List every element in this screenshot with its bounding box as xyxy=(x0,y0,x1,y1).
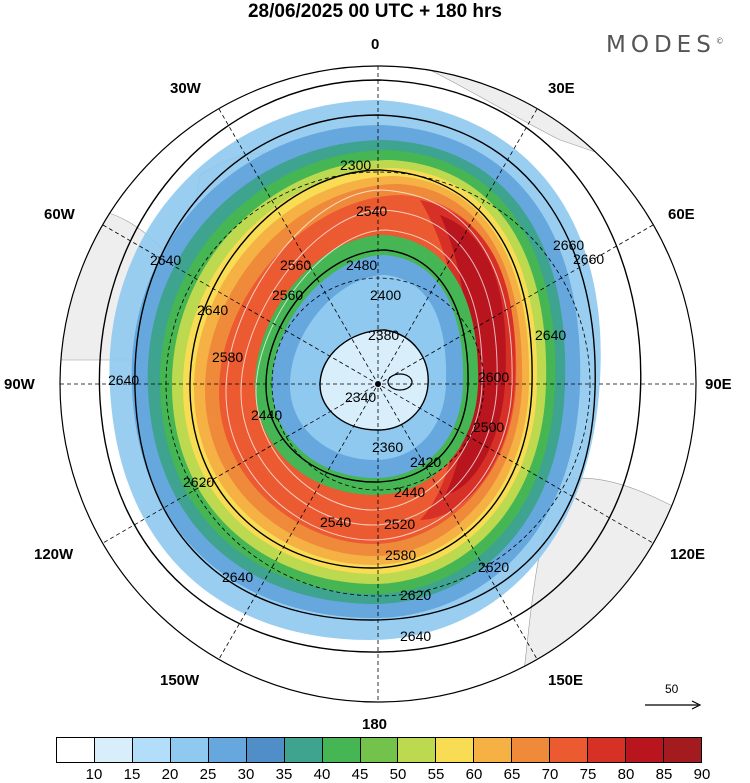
colorbar-tick-label: 30 xyxy=(237,766,255,783)
contour-label: 2300 xyxy=(340,157,371,173)
contour-label: 2580 xyxy=(385,547,416,563)
contour-label: 2540 xyxy=(356,203,387,219)
contour-label: 2540 xyxy=(320,514,351,530)
vector-reference-value: 50 xyxy=(665,682,679,696)
colorbar-tick-label: 85 xyxy=(655,766,673,783)
contour-label: 2440 xyxy=(251,407,282,423)
lon-label-30w: 30W xyxy=(170,80,201,97)
colorbar-swatch xyxy=(360,738,399,762)
colorbar-tick-label: 80 xyxy=(617,766,635,783)
contour-label: 2640 xyxy=(108,372,139,388)
colorbar-tick-label: 50 xyxy=(389,766,407,783)
lon-label-180: 180 xyxy=(362,716,388,733)
contour-label: 2420 xyxy=(410,454,441,470)
colorbar-tick-label: 55 xyxy=(427,766,445,783)
lon-label-150w: 150W xyxy=(160,672,200,689)
contour-label: 2640 xyxy=(222,569,253,585)
colorbar-swatch xyxy=(474,738,513,762)
lon-label-90e: 90E xyxy=(705,376,732,393)
colorbar-tick-label: 90 xyxy=(693,766,711,783)
contour-label: 2640 xyxy=(535,327,566,343)
contour-label: 2400 xyxy=(370,287,401,303)
contour-label: 2620 xyxy=(183,474,214,490)
colorbar-swatch xyxy=(436,738,475,762)
colorbar-swatch xyxy=(550,738,589,762)
colorbar-tick-label: 70 xyxy=(541,766,559,783)
contour-label: 2640 xyxy=(197,302,228,318)
contour-label: 2500 xyxy=(473,419,504,435)
colorbar-swatch xyxy=(398,738,437,762)
lon-label-60w: 60W xyxy=(44,206,75,223)
colorbar-swatch xyxy=(512,738,551,762)
lon-label-0: 0 xyxy=(371,36,380,53)
contour-label: 2640 xyxy=(150,252,181,268)
colorbar-tick-label: 45 xyxy=(351,766,369,783)
colorbar-tick-label: 20 xyxy=(161,766,179,783)
contour-label: 2620 xyxy=(400,587,431,603)
colorbar-tick-label: 75 xyxy=(579,766,597,783)
colorbar-tick-label: 25 xyxy=(199,766,217,783)
contour-label: 2600 xyxy=(478,369,509,385)
contour-label: 2620 xyxy=(478,559,509,575)
contour-label: 2480 xyxy=(346,257,377,273)
contour-label: 2580 xyxy=(212,349,243,365)
colorbar-swatch xyxy=(284,738,323,762)
contour-label: 2340 xyxy=(345,389,376,405)
lon-label-120e: 120E xyxy=(670,546,706,563)
brand-logo: MODES© xyxy=(606,32,724,58)
colorbar-tick-label: 65 xyxy=(503,766,521,783)
contour-label: 2380 xyxy=(368,327,399,343)
lon-label-120w: 120W xyxy=(34,546,74,563)
colorbar-swatch xyxy=(170,738,209,762)
contour-label: 2660 xyxy=(553,237,584,253)
colorbar xyxy=(56,737,702,763)
contour-label: 2440 xyxy=(394,484,425,500)
colorbar-swatch xyxy=(132,738,171,762)
colorbar-tick-label: 40 xyxy=(313,766,331,783)
map-title: 28/06/2025 00 UTC + 180 hrs xyxy=(247,1,503,22)
contour-label: 2660 xyxy=(573,251,604,267)
colorbar-tick-label: 35 xyxy=(275,766,293,783)
contour-label: 2360 xyxy=(372,439,403,455)
colorbar-swatch xyxy=(588,738,627,762)
colorbar-swatch xyxy=(208,738,247,762)
lon-label-60e: 60E xyxy=(668,206,695,223)
lon-label-90w: 90W xyxy=(4,376,35,393)
colorbar-swatch xyxy=(94,738,133,762)
contour-label: 2640 xyxy=(400,628,431,644)
colorbar-swatch xyxy=(664,738,701,762)
contour-label: 2560 xyxy=(272,287,303,303)
colorbar-tick-label: 10 xyxy=(85,766,103,783)
vector-reference-arrow xyxy=(645,700,702,710)
colorbar-swatch xyxy=(626,738,664,762)
colorbar-swatch xyxy=(57,738,95,762)
lon-label-150e: 150E xyxy=(548,672,584,689)
colorbar-tick-label: 60 xyxy=(465,766,483,783)
colorbar-tick-label: 15 xyxy=(123,766,141,783)
contour-label: 2560 xyxy=(280,257,311,273)
colorbar-swatch xyxy=(322,738,361,762)
lon-label-30e: 30E xyxy=(548,80,575,97)
contour-label: 2520 xyxy=(384,516,415,532)
colorbar-swatch xyxy=(246,738,285,762)
